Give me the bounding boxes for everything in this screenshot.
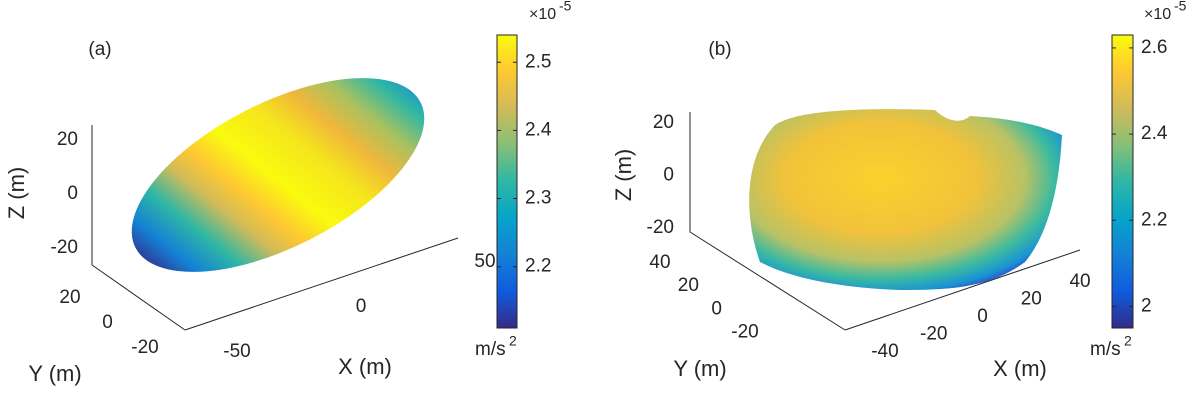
colorbar-tick-label: 2.6: [1141, 37, 1167, 58]
z-axis-label: Z (m): [611, 149, 636, 202]
x-axis-label: X (m): [993, 356, 1047, 381]
colorbar-exponent: -5: [559, 0, 572, 14]
x-axis-label: X (m): [338, 354, 392, 379]
z-tick-label: 20: [653, 112, 674, 133]
x-tick-label: 40: [1069, 271, 1090, 292]
x-tick-label: 20: [1021, 289, 1042, 310]
y-tick-label: -20: [131, 337, 158, 358]
axes-box-b: [689, 112, 1081, 331]
colorbar-tick-label: 2.3: [525, 188, 551, 209]
z-tick-label: 0: [67, 183, 78, 204]
z-tick-label: -20: [647, 217, 674, 238]
y-tick-label: 20: [678, 275, 699, 296]
y-axis-label: Y (m): [28, 361, 81, 386]
z-axis-label: Z (m): [4, 167, 29, 220]
colorbar-exponent: -5: [1174, 0, 1187, 14]
x-tick-label: -40: [871, 341, 898, 362]
z-tick-label: 0: [663, 165, 674, 186]
z-tick-label: -20: [51, 237, 78, 258]
colorbar-tick-label: 2.5: [525, 51, 551, 72]
panel-label: (b): [708, 39, 731, 60]
colorbar-unit-power: 2: [1124, 333, 1132, 349]
x-tick-label: 50: [474, 251, 495, 272]
colorbar: [496, 34, 518, 329]
y-tick-label: 20: [59, 287, 80, 308]
z-tick-label: 20: [57, 129, 78, 150]
colorbar-unit: m/s: [475, 339, 506, 360]
axes-box-a: [91, 125, 459, 331]
colorbar-unit: m/s: [1090, 339, 1121, 360]
y-tick-label: -20: [731, 322, 758, 343]
y-axis-label: Y (m): [673, 356, 726, 381]
colorbar-tick-label: 2.2: [1141, 209, 1167, 230]
y-tick-label: 0: [102, 312, 113, 333]
colorbar-tick-label: 2: [1141, 295, 1152, 316]
colorbar-tick-label: 2.2: [525, 256, 551, 277]
surface-a: [131, 78, 425, 272]
colorbar: [1111, 34, 1134, 329]
x-tick-label: 0: [977, 306, 988, 327]
colorbar-unit-power: 2: [509, 333, 517, 349]
panel-label: (a): [88, 39, 111, 60]
colorbar-tick-label: 2.4: [525, 119, 552, 140]
x-tick-label: -50: [223, 341, 250, 362]
x-tick-label: 0: [356, 296, 367, 317]
surface-b: [749, 109, 1062, 290]
colorbar-multiplier: ×10: [1144, 6, 1171, 23]
x-tick-label: -20: [920, 324, 947, 345]
colorbar-multiplier: ×10: [529, 6, 556, 23]
y-tick-label: 40: [649, 252, 670, 273]
colorbar-tick-label: 2.4: [1141, 123, 1168, 144]
y-tick-label: 0: [711, 298, 722, 319]
